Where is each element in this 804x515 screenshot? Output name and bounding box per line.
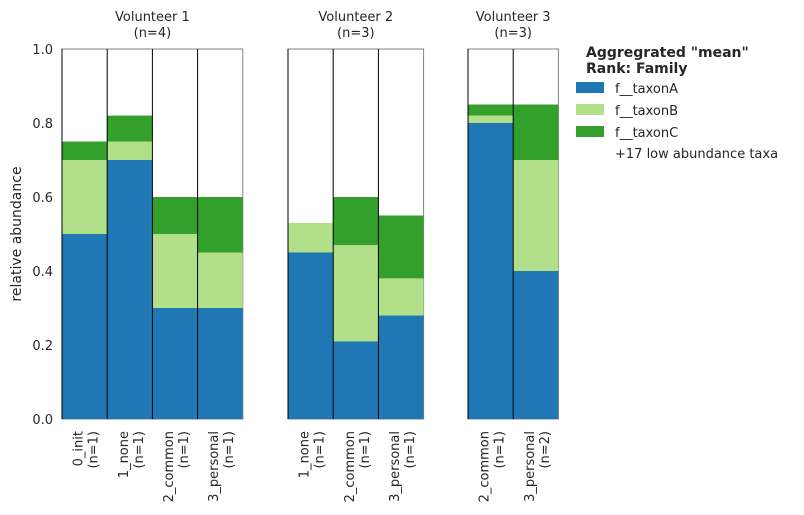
bar-segment-f-taxonA bbox=[513, 271, 559, 419]
bar-segment-f-taxonB bbox=[62, 160, 108, 234]
y-tick-label: 0.2 bbox=[32, 339, 53, 354]
bar-segment-f-taxonC bbox=[152, 197, 198, 234]
bar-segment-f-taxonA bbox=[107, 160, 153, 419]
bar-segment-f-taxonC bbox=[378, 215, 424, 279]
volunteer-panel: Volunteer 1(n=4)0_init (n=1) 1_none (n=1) 2_… bbox=[61, 10, 244, 502]
bar-segment-f-taxonB bbox=[513, 160, 559, 271]
legend: Aggregrated "mean" Rank: Family f__taxon… bbox=[576, 45, 778, 162]
category-count-label: (n=1) bbox=[403, 431, 418, 469]
category-count-label: (n=1) bbox=[87, 431, 102, 469]
volunteer-panel: Volunteer 3(n=3) 2_common (n=1) 3_personal(… bbox=[467, 10, 559, 502]
bar-segment-f-taxonB bbox=[107, 141, 153, 160]
bar-segment-f-taxonA bbox=[333, 341, 379, 419]
category-label: 2_common bbox=[478, 431, 493, 502]
category-label: 2_common bbox=[162, 431, 177, 502]
category-label: 3_personal bbox=[388, 431, 403, 502]
category-label: 3_personal bbox=[207, 431, 222, 502]
y-tick-label: 1.0 bbox=[32, 43, 53, 58]
panel-subtitle: (n=4) bbox=[134, 26, 172, 41]
category-label: 3_personal bbox=[523, 431, 538, 502]
bar-segment-f-taxonA bbox=[152, 308, 198, 419]
y-tick-label: 0.4 bbox=[32, 265, 53, 280]
y-tick-label: 0.0 bbox=[32, 413, 53, 428]
legend-extra-text: +17 low abundance taxa bbox=[615, 147, 778, 162]
volunteer-panel: Volunteer 2(n=3)1_none (n=1) 2_common (n=1)… bbox=[287, 10, 425, 502]
legend-title-line1: Aggregrated "mean" bbox=[586, 45, 749, 61]
bar-segment-f-taxonA bbox=[62, 234, 108, 419]
panel-subtitle: (n=3) bbox=[494, 26, 532, 41]
category-count-label: (n=1) bbox=[177, 431, 192, 469]
panel-subtitle: (n=3) bbox=[337, 26, 375, 41]
category-count-label: (n=1) bbox=[132, 431, 147, 469]
y-tick-label: 0.6 bbox=[32, 191, 53, 206]
legend-entries: f__taxonA f__taxonB f__taxonC bbox=[576, 82, 678, 141]
category-label: 1_none bbox=[117, 431, 132, 478]
category-label: 2_common bbox=[343, 431, 358, 502]
legend-swatch bbox=[576, 82, 604, 93]
bar-segment-f-taxonC bbox=[333, 197, 379, 246]
legend-entry-label: f__taxonA bbox=[615, 82, 678, 97]
category-count-label: (n=1) bbox=[313, 431, 328, 469]
bar-segment-f-taxonB bbox=[197, 252, 243, 308]
bar-segment-f-taxonC bbox=[107, 115, 153, 142]
bar-segment-f-taxonC bbox=[62, 141, 108, 160]
category-count-label: (n=1) bbox=[222, 431, 237, 469]
bar-segment-f-taxonB bbox=[378, 278, 424, 316]
bar-segment-f-taxonC bbox=[513, 104, 559, 160]
y-axis-label: relative abundance bbox=[9, 166, 25, 301]
legend-title-line2: Rank: Family bbox=[586, 61, 687, 77]
bar-segment-f-taxonA bbox=[468, 123, 514, 419]
bar-segment-f-taxonB bbox=[468, 115, 514, 123]
y-tick-label: 0.8 bbox=[32, 117, 53, 132]
category-count-label: (n=1) bbox=[358, 431, 373, 469]
bar-segment-f-taxonA bbox=[197, 308, 243, 419]
bar-segment-f-taxonA bbox=[288, 252, 334, 419]
panel-title: Volunteer 2 bbox=[318, 10, 393, 25]
category-count-label: (n=2) bbox=[538, 431, 553, 469]
y-axis: 0.0 0.2 0.4 0.6 0.8 1.0 bbox=[32, 43, 53, 428]
legend-entry-label: f__taxonB bbox=[615, 104, 678, 119]
legend-entry-label: f__taxonC bbox=[615, 126, 678, 141]
category-count-label: (n=1) bbox=[493, 431, 508, 469]
chart-panels: Volunteer 1(n=4)0_init (n=1) 1_none (n=1) 2_… bbox=[61, 10, 559, 502]
category-label: 0_init bbox=[72, 431, 87, 466]
bar-segment-f-taxonC bbox=[468, 104, 514, 116]
legend-swatch bbox=[576, 104, 604, 115]
panel-title: Volunteer 1 bbox=[115, 10, 190, 25]
panel-title: Volunteer 3 bbox=[476, 10, 551, 25]
bar-segment-f-taxonB bbox=[288, 222, 334, 253]
bar-segment-f-taxonA bbox=[378, 315, 424, 419]
bar-segment-f-taxonB bbox=[152, 234, 198, 308]
bar-segment-f-taxonB bbox=[333, 245, 379, 342]
category-label: 1_none bbox=[298, 431, 313, 478]
legend-swatch bbox=[576, 126, 604, 137]
bar-segment-f-taxonC bbox=[197, 197, 243, 253]
